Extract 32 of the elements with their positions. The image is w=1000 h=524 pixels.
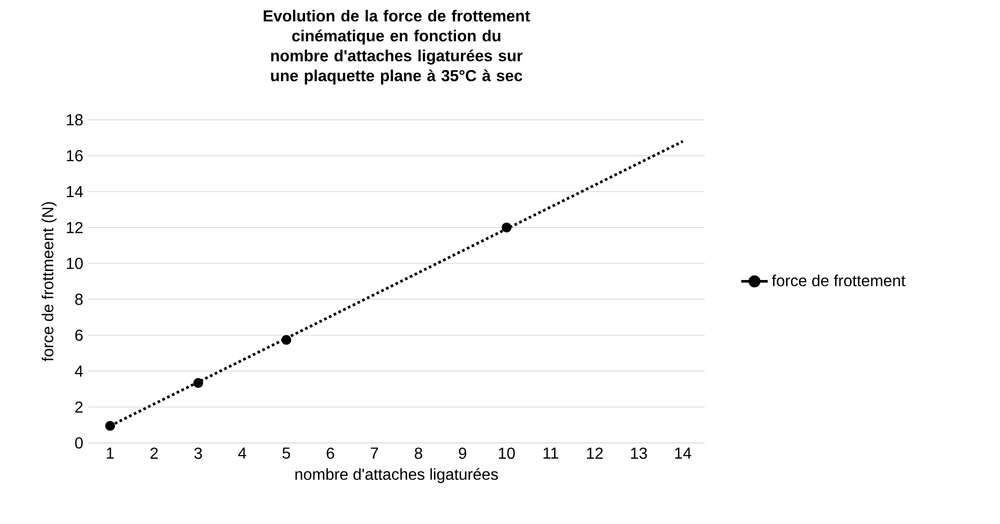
y-tick-label: 16: [66, 150, 83, 162]
y-tick-label: 10: [66, 258, 83, 270]
x-tick-label: 9: [458, 448, 466, 459]
x-tick-label: 14: [675, 448, 692, 459]
y-tick-label: 2: [75, 402, 83, 413]
x-tick-label: 5: [282, 448, 290, 459]
x-tick-label: 2: [150, 448, 158, 459]
x-tick-label: 10: [498, 448, 515, 459]
x-tick-label: 4: [238, 448, 246, 459]
point: [502, 222, 512, 233]
x-tick-label: 12: [587, 448, 603, 459]
x-axis-title: nombre d'attaches ligaturées: [295, 468, 498, 484]
x-tick-label: 11: [544, 448, 558, 459]
x-tick-label: 13: [631, 448, 647, 459]
y-tick-label: 0: [75, 437, 83, 449]
y-tick-label: 8: [75, 294, 83, 306]
chart-title: Evolution de la force de frottement cinématique en fonction du nombre d'attaches ligaturées sur une plaquette plane à 35°C à sec: [264, 10, 530, 85]
x-tick-label: 8: [414, 448, 422, 459]
y-tick-label: 12: [66, 222, 83, 234]
y-tick-label: 6: [75, 330, 83, 341]
point: [281, 335, 292, 345]
point: [105, 421, 116, 431]
x-tick-label: 1: [106, 448, 114, 459]
x-tick-label: 7: [370, 448, 378, 459]
y-tick-label: 4: [74, 366, 83, 377]
x-tick-label: 6: [326, 448, 334, 459]
x-tick-label: 3: [194, 448, 202, 459]
y-tick-label: 18: [66, 114, 83, 126]
legend-label: force de frottement: [772, 274, 906, 286]
y-axis-title: force de frottmeent (N): [42, 202, 57, 362]
y-tick-label: 14: [66, 186, 83, 198]
point: [193, 378, 204, 388]
